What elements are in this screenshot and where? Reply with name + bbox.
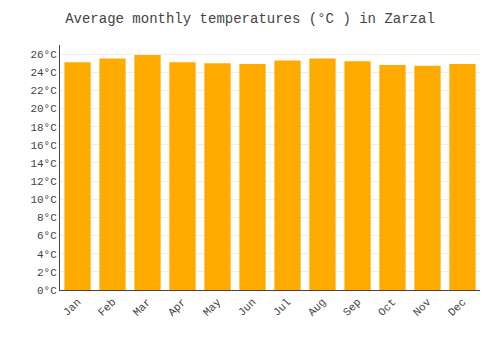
svg-text:Apr: Apr xyxy=(166,296,188,318)
svg-text:10°C: 10°C xyxy=(30,194,57,206)
svg-text:Oct: Oct xyxy=(376,296,398,318)
svg-text:8°C: 8°C xyxy=(37,212,57,224)
svg-text:Nov: Nov xyxy=(411,296,434,319)
svg-text:6°C: 6°C xyxy=(37,230,57,242)
svg-text:Dec: Dec xyxy=(446,296,468,318)
svg-text:Mar: Mar xyxy=(131,296,153,318)
svg-text:Jan: Jan xyxy=(61,296,83,318)
svg-text:18°C: 18°C xyxy=(30,122,57,134)
svg-text:Feb: Feb xyxy=(96,296,118,318)
svg-text:0°C: 0°C xyxy=(37,285,57,297)
svg-text:12°C: 12°C xyxy=(30,176,57,188)
svg-text:14°C: 14°C xyxy=(30,158,57,170)
svg-text:Average monthly temperatures (: Average monthly temperatures (°C ) in Za… xyxy=(65,11,435,27)
svg-text:Aug: Aug xyxy=(306,296,328,318)
svg-text:4°C: 4°C xyxy=(37,249,57,261)
svg-text:20°C: 20°C xyxy=(30,103,57,115)
svg-text:16°C: 16°C xyxy=(30,140,57,152)
svg-text:Sep: Sep xyxy=(341,296,363,318)
svg-text:2°C: 2°C xyxy=(37,267,57,279)
svg-text:Jun: Jun xyxy=(236,296,258,318)
svg-text:22°C: 22°C xyxy=(30,85,57,97)
svg-text:Jul: Jul xyxy=(271,296,293,318)
svg-text:24°C: 24°C xyxy=(30,67,57,79)
svg-text:26°C: 26°C xyxy=(30,49,57,61)
svg-text:May: May xyxy=(201,296,224,319)
